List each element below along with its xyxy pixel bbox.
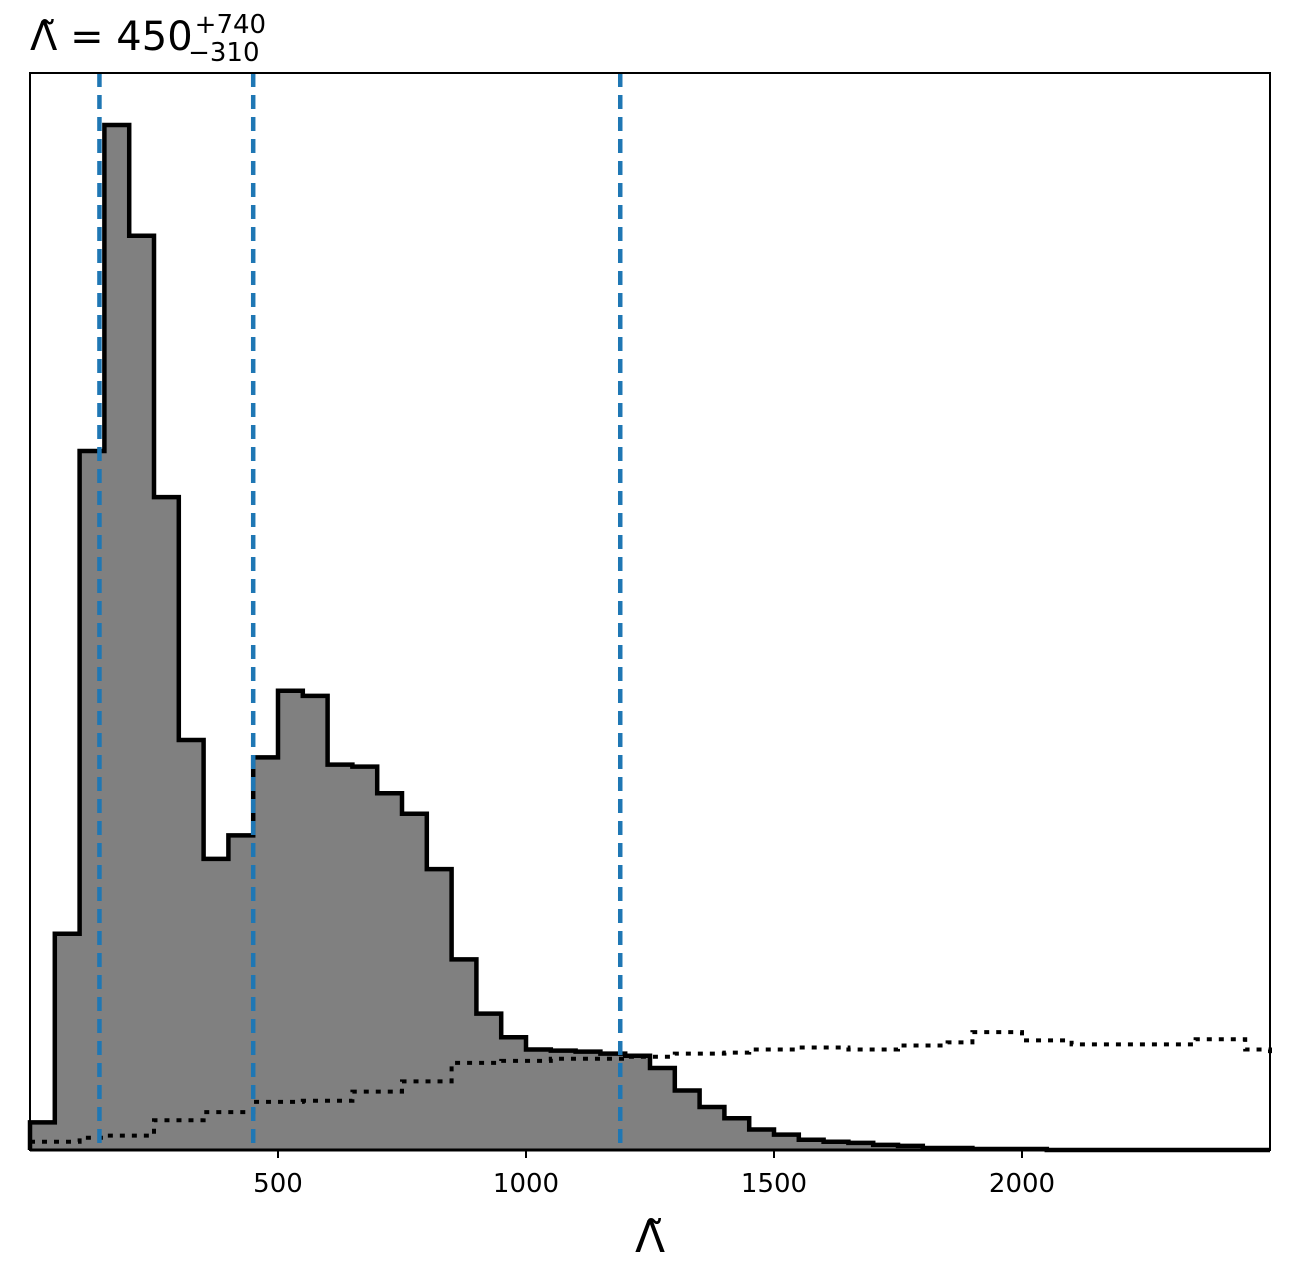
histogram-bar [302,695,329,1150]
histogram-bar [104,125,130,1150]
histogram-bar [154,497,180,1150]
histogram-bar [352,766,378,1150]
histogram-bar [625,1055,651,1150]
histogram-bar [476,1013,502,1150]
histogram-bar [30,1122,56,1150]
histogram-bar [774,1134,800,1150]
x-tick-label: 1000 [493,1169,559,1199]
x-axis-label: Λ̃ [635,1212,665,1263]
histogram-bar [278,690,304,1150]
histogram-bar [54,933,81,1150]
histogram-bar [749,1129,775,1150]
chart-title-main: Λ̃ = 450 [30,14,193,60]
plot-area [27,72,1272,1153]
histogram-bar [451,959,477,1150]
histogram-bar [575,1051,601,1150]
histogram-bar [377,793,403,1150]
chart-title-upper-error: +740 [195,10,266,40]
prior-step-line [30,1030,1272,1144]
posterior-step-outline [27,122,1270,1153]
histogram-bar [178,740,205,1150]
histogram-bar [526,1049,552,1150]
histogram-bar [129,235,155,1150]
histogram-bar [327,764,353,1150]
histogram-bar [228,835,254,1150]
histogram-bar [674,1090,701,1150]
histogram-bar [724,1118,750,1150]
chart-title-lower-error: −310 [188,38,259,68]
x-tick-label: 2000 [989,1169,1055,1199]
histogram-bar [873,1144,899,1150]
histogram-bar [402,813,428,1150]
histogram-bar [550,1050,577,1150]
histogram-bar [650,1068,676,1150]
histogram-bar [253,757,279,1150]
histogram-bar [203,858,229,1150]
x-tick-label: 500 [253,1169,303,1199]
x-tick-label: 1500 [741,1169,807,1199]
histogram-bar [798,1139,825,1150]
histogram-bar [699,1106,725,1150]
chart-title: Λ̃ = 450+740 −310 [30,10,266,68]
x-axis-ticks: 500 1000 1500 2000 [253,1150,1055,1199]
histogram-bar [426,869,453,1150]
histogram-bar [501,1037,527,1150]
histogram-bar [823,1141,849,1150]
histogram-bar [848,1142,874,1150]
